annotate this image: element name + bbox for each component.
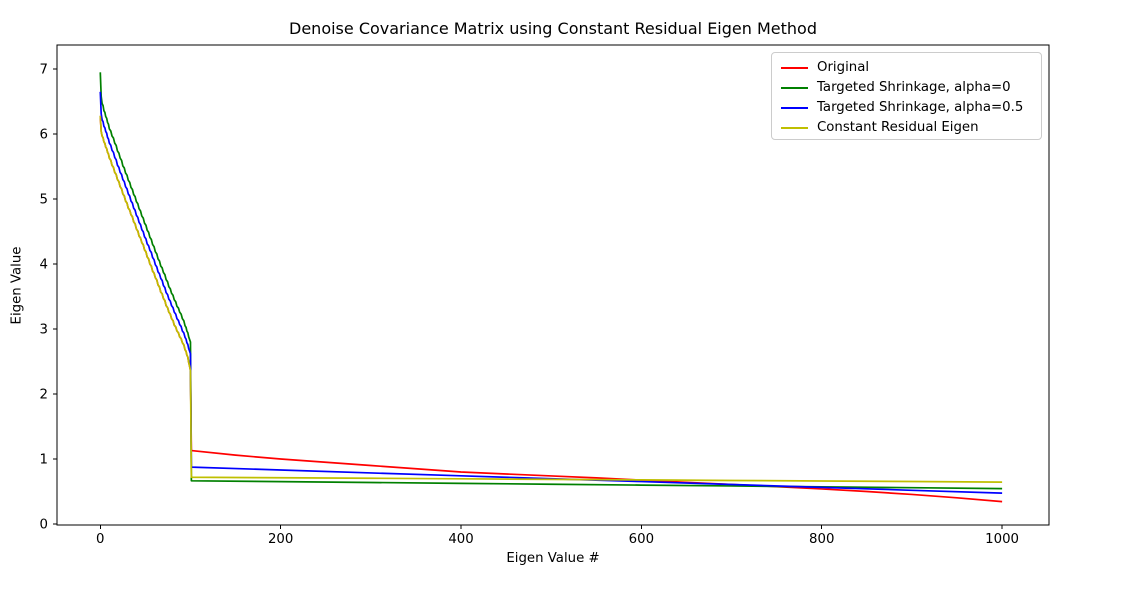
series-line-constant-residual-eigen bbox=[99, 115, 1003, 483]
legend-item-original: Original bbox=[781, 58, 1032, 78]
legend-label-original: Original bbox=[817, 60, 870, 75]
y-tick-label: 1 bbox=[40, 453, 48, 468]
x-axis-label: Eigen Value # bbox=[506, 551, 600, 566]
series-line-targeted-shrinkage-alpha-0 bbox=[99, 72, 1003, 490]
y-tick-label: 2 bbox=[40, 388, 48, 403]
series-line-original bbox=[99, 115, 1003, 503]
x-tick-label: 200 bbox=[268, 532, 293, 547]
x-tick-label: 600 bbox=[629, 532, 654, 547]
x-tick-label: 800 bbox=[809, 532, 834, 547]
legend-item-targeted-shrinkage-alpha-0-5: Targeted Shrinkage, alpha=0.5 bbox=[781, 98, 1032, 118]
y-tick-label: 4 bbox=[40, 258, 48, 273]
y-axis-label: Eigen Value bbox=[9, 246, 25, 325]
x-tick-label: 1000 bbox=[985, 532, 1019, 547]
chart-title: Denoise Covariance Matrix using Constant… bbox=[289, 19, 817, 38]
legend-label-targeted-shrinkage-alpha-0: Targeted Shrinkage, alpha=0 bbox=[817, 80, 1011, 95]
legend-line-sample-constant-residual-eigen bbox=[781, 127, 808, 129]
legend-item-targeted-shrinkage-alpha-0: Targeted Shrinkage, alpha=0 bbox=[781, 78, 1032, 98]
series-line-targeted-shrinkage-alpha-0-5 bbox=[99, 91, 1003, 494]
legend-label-constant-residual-eigen: Constant Residual Eigen bbox=[817, 120, 979, 135]
plot-frame bbox=[56, 44, 1050, 526]
legend-line-sample-original bbox=[781, 67, 808, 69]
legend: Original Targeted Shrinkage, alpha=0 Targe… bbox=[771, 52, 1042, 140]
y-tick-label: 6 bbox=[40, 128, 48, 143]
x-tick-label: 0 bbox=[96, 532, 104, 547]
y-tick-label: 5 bbox=[40, 193, 48, 208]
y-tick-label: 7 bbox=[40, 63, 48, 78]
legend-item-constant-residual-eigen: Constant Residual Eigen bbox=[781, 118, 1032, 138]
y-tick-label: 3 bbox=[40, 323, 48, 338]
y-tick-label: 0 bbox=[40, 518, 48, 533]
legend-line-sample-targeted-shrinkage-alpha-0-5 bbox=[781, 107, 808, 109]
legend-label-targeted-shrinkage-alpha-0-5: Targeted Shrinkage, alpha=0.5 bbox=[817, 100, 1024, 115]
x-tick-label: 400 bbox=[448, 532, 473, 547]
legend-line-sample-targeted-shrinkage-alpha-0 bbox=[781, 87, 808, 89]
